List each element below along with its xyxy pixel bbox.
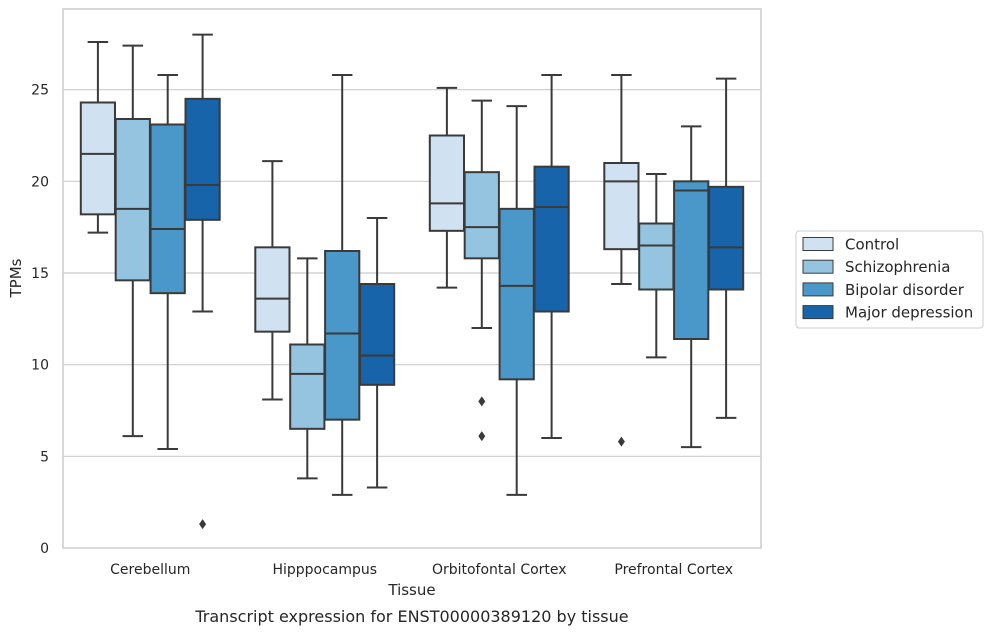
box-group — [707, 77, 745, 419]
box-group — [638, 173, 675, 359]
legend-swatch — [802, 237, 834, 251]
box-iqr — [463, 171, 500, 260]
box-iqr — [114, 118, 151, 282]
box-group — [533, 74, 570, 439]
box-iqr — [638, 222, 675, 291]
legend-swatch — [802, 305, 834, 320]
box-iqr — [498, 207, 535, 381]
x-axis-label: Tissue — [387, 581, 435, 599]
box-group — [79, 41, 117, 234]
x-tick-label: Hipppocampus — [272, 562, 377, 578]
x-tick-label: Orbitofontal Cortex — [432, 562, 567, 578]
box-iqr — [149, 123, 186, 295]
box-group — [428, 86, 466, 289]
outlier-point — [199, 519, 207, 530]
y-tick-label: 0 — [40, 541, 49, 557]
legend-swatch — [802, 259, 834, 274]
box-iqr — [254, 246, 291, 333]
box-iqr — [324, 250, 361, 421]
box-group — [184, 33, 221, 530]
box-iqr — [184, 97, 221, 221]
box-iqr — [428, 134, 466, 232]
y-tick-label: 5 — [40, 449, 49, 465]
y-tick-label: 25 — [31, 83, 49, 99]
box-group — [149, 74, 186, 450]
legend-swatch — [802, 282, 834, 297]
box-group — [498, 105, 535, 496]
box-iqr — [707, 185, 745, 291]
box-group — [673, 125, 710, 449]
y-tick-label: 10 — [31, 358, 49, 374]
box-iqr — [289, 343, 326, 430]
box-iqr — [79, 101, 117, 216]
box-iqr — [673, 180, 710, 340]
boxes — [79, 33, 745, 530]
box-iqr — [358, 283, 396, 386]
box-group — [254, 160, 291, 401]
legend-label: Bipolar disorder — [845, 281, 965, 299]
box-group — [358, 217, 396, 489]
legend-label: Major depression — [845, 304, 973, 322]
legend: Control Schizophrenia Bipolar disorder Majo… — [795, 230, 984, 329]
box-group — [463, 99, 500, 442]
box-group — [114, 44, 151, 438]
box-group — [603, 74, 640, 447]
plot-frame — [62, 8, 762, 549]
box-group — [289, 257, 326, 480]
outlier-point — [478, 431, 486, 442]
box-group — [324, 74, 361, 496]
legend-frame — [795, 230, 984, 329]
outlier-point — [478, 396, 486, 407]
box-iqr — [603, 162, 640, 251]
outlier-point — [617, 436, 625, 447]
y-tick-label: 20 — [31, 174, 49, 190]
legend-label: Schizophrenia — [845, 258, 950, 276]
legend-label: Control — [845, 236, 899, 254]
y-tick-label: 15 — [31, 266, 49, 282]
chart-caption: Transcript expression for ENST0000038912… — [194, 607, 628, 626]
x-tick-labels: Cerebellum Hipppocampus Orbitofontal Corte… — [110, 562, 733, 578]
box-iqr — [533, 165, 570, 313]
y-tick-labels: 0 5 10 15 20 25 — [31, 83, 49, 557]
x-tick-label: Prefrontal Cortex — [614, 562, 733, 578]
x-tick-label: Cerebellum — [110, 562, 190, 578]
y-axis-label: TPMs — [7, 258, 25, 298]
axes — [62, 8, 762, 549]
